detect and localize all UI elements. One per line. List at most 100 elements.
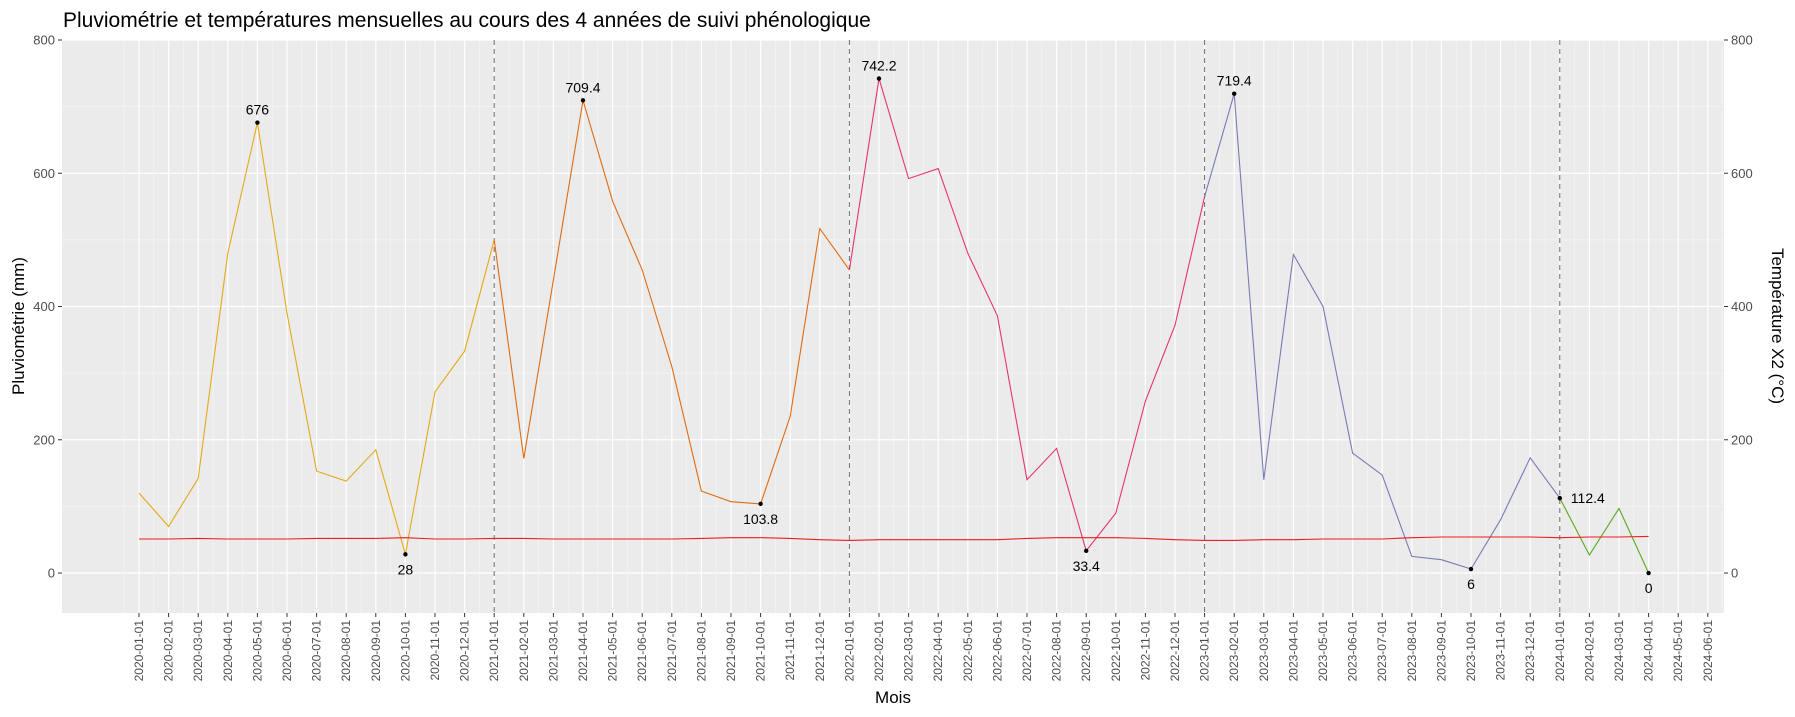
x-tick-label: 2020-10-01 (398, 620, 412, 682)
x-tick-label: 2020-02-01 (162, 620, 176, 682)
year-separators (493, 40, 1561, 613)
data-label: 709.4 (565, 79, 600, 95)
series-line-2 (848, 78, 1206, 552)
x-tick-label: 2024-05-01 (1671, 620, 1685, 682)
x-tick-label: 2020-03-01 (191, 620, 205, 682)
x-tick-label: 2024-03-01 (1612, 620, 1626, 682)
y2-tick-label: 600 (1731, 166, 1753, 181)
x-tick-label: 2020-08-01 (339, 620, 353, 682)
y-tick-label: 200 (33, 432, 55, 447)
plot-panel (62, 40, 1724, 613)
grid-lines (62, 39, 1724, 613)
x-tick-label: 2021-08-01 (694, 620, 708, 682)
y2-tick-label: 400 (1731, 299, 1753, 314)
series-line-4 (1559, 497, 1650, 574)
x-tick-label: 2020-01-01 (132, 620, 146, 682)
data-labels: 676 28 709.4 103.8 742.2 33.4 719.4 6 112.4 0 (246, 58, 1653, 597)
chart-title: Pluviométrie et températures mensuelles … (63, 9, 871, 32)
data-label: 33.4 (1073, 558, 1100, 574)
x-tick-label: 2020-12-01 (458, 620, 472, 682)
x-tick-label: 2021-05-01 (606, 620, 620, 682)
data-point (255, 120, 260, 125)
x-tick-label: 2023-04-01 (1286, 620, 1300, 682)
x-tick-label: 2023-05-01 (1316, 620, 1330, 682)
x-tick-label: 2022-04-01 (931, 620, 945, 682)
x-tick-label: 2023-10-01 (1464, 620, 1478, 682)
y-tick-label: 800 (33, 33, 55, 48)
x-tick-label: 2022-02-01 (872, 620, 886, 682)
series-line-3 (1204, 93, 1561, 570)
data-label: 742.2 (861, 58, 896, 74)
x-tick-label: 2023-11-01 (1494, 620, 1508, 681)
x-tick-label: 2021-07-01 (665, 620, 679, 682)
series-lines (138, 78, 1650, 574)
data-point (758, 501, 763, 507)
data-label: 676 (246, 102, 270, 118)
x-tick-label: 2022-01-01 (842, 620, 856, 682)
data-label: 0 (1645, 580, 1653, 596)
data-point (1232, 91, 1237, 96)
data-label: 6 (1467, 576, 1475, 592)
data-label: 103.8 (743, 511, 778, 527)
x-tick-label: 2020-07-01 (310, 620, 324, 682)
x-tick-label: 2022-10-01 (1109, 620, 1123, 682)
annotated-points (255, 76, 1651, 576)
x-tick-label: 2020-05-01 (250, 620, 264, 682)
x-tick-label: 2021-01-01 (487, 620, 501, 682)
series-line-1 (493, 100, 850, 505)
x-tick-label: 2021-03-01 (546, 620, 560, 682)
y-axis-right: 0 200 400 600 800 (1724, 33, 1753, 581)
data-point (876, 76, 882, 81)
x-tick-label: 2023-01-01 (1198, 620, 1212, 682)
x-tick-label: 2024-04-01 (1642, 620, 1656, 682)
y2-axis-title: Température X2 (°C) (1768, 248, 1787, 404)
data-point (1084, 548, 1089, 553)
x-axis-title: Mois (875, 688, 911, 707)
x-tick-label: 2024-06-01 (1701, 620, 1715, 682)
x-tick-label: 2022-03-01 (902, 620, 916, 682)
x-tick-label: 2023-06-01 (1346, 620, 1360, 682)
x-tick-label: 2023-02-01 (1227, 620, 1241, 682)
data-label: 28 (398, 561, 414, 577)
x-tick-label: 2021-06-01 (635, 620, 649, 682)
x-tick-label: 2021-02-01 (517, 620, 531, 682)
x-tick-label: 2022-07-01 (1020, 620, 1034, 682)
data-label: 112.4 (1571, 490, 1605, 506)
y-axis-title: Pluviométrie (mm) (9, 257, 28, 395)
x-tick-label: 2020-11-01 (428, 620, 442, 681)
data-point (1557, 495, 1563, 501)
y-tick-label: 400 (33, 299, 55, 314)
x-tick-label: 2021-12-01 (813, 620, 827, 682)
x-tick-label: 2022-11-01 (1138, 620, 1152, 681)
y2-tick-label: 0 (1731, 566, 1738, 581)
x-tick-label: 2023-08-01 (1405, 620, 1419, 682)
x-tick-label: 2023-12-01 (1523, 620, 1537, 682)
y2-tick-label: 200 (1731, 432, 1753, 447)
data-point (403, 552, 408, 557)
x-tick-label: 2023-03-01 (1257, 620, 1271, 682)
data-point (1468, 566, 1474, 572)
x-tick-label: 2023-07-01 (1375, 620, 1389, 682)
data-point (580, 98, 586, 103)
y-tick-label: 600 (33, 166, 55, 181)
x-tick-label: 2021-04-01 (576, 620, 590, 682)
x-tick-label: 2022-08-01 (1050, 620, 1064, 682)
x-tick-label: 2024-01-01 (1553, 620, 1567, 682)
x-tick-label: 2020-09-01 (369, 620, 383, 682)
data-label: 719.4 (1217, 73, 1252, 89)
x-tick-label: 2022-12-01 (1168, 620, 1182, 682)
x-tick-label: 2020-04-01 (221, 620, 235, 682)
x-tick-label: 2022-09-01 (1079, 620, 1093, 682)
x-tick-label: 2021-11-01 (783, 620, 797, 681)
x-tick-label: 2020-06-01 (280, 620, 294, 682)
series-line-0 (138, 122, 495, 555)
series-line-5 (139, 535, 1649, 541)
y-tick-label: 0 (48, 566, 55, 581)
x-tick-label: 2022-05-01 (961, 620, 975, 682)
x-tick-label: 2021-10-01 (754, 620, 768, 682)
data-point (1646, 570, 1651, 576)
x-tick-label: 2022-06-01 (990, 620, 1004, 682)
x-axis: 2020-01-01 2020-02-01 2020-03-01 2020-04-01… (132, 613, 1715, 681)
x-tick-label: 2021-09-01 (724, 620, 738, 682)
y2-tick-label: 800 (1731, 33, 1753, 48)
